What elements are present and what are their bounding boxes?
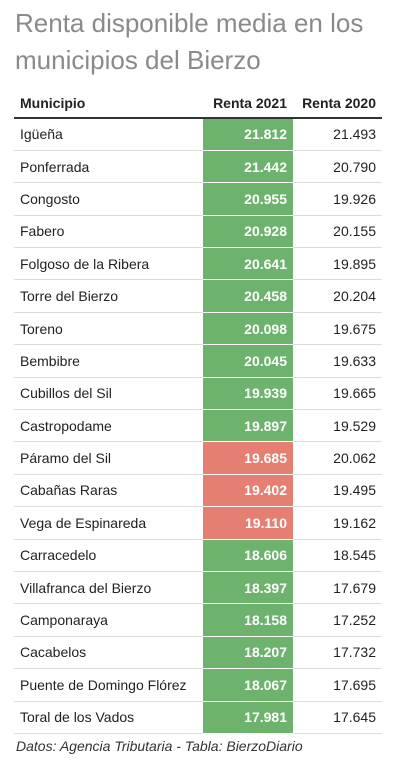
table-row: Puente de Domingo Flórez 18.067 17.695 [14,668,382,702]
cell-renta-2021: 20.928 [203,215,293,249]
table-row: Congosto 20.955 19.926 [14,182,382,216]
cell-renta-2020: 17.695 [293,668,382,702]
source-note: Datos: Agencia Tributaria - Tabla: Bierz… [16,738,303,754]
cell-municipio: Toreno [14,312,203,346]
cell-renta-2021: 20.045 [203,344,293,378]
table-row: Vega de Espinareda 19.110 19.162 [14,506,382,540]
table-header-row: Municipio Renta 2021 Renta 2020 [14,88,382,119]
cell-municipio: Castropodame [14,409,203,443]
cell-renta-2021: 19.402 [203,474,293,508]
cell-renta-2020: 19.162 [293,506,382,540]
cell-renta-2020: 19.665 [293,377,382,411]
cell-renta-2021: 20.955 [203,182,293,216]
cell-municipio: Vega de Espinareda [14,506,203,540]
cell-renta-2020: 20.155 [293,215,382,249]
cell-municipio: Villafranca del Bierzo [14,571,203,605]
table-row: Castropodame 19.897 19.529 [14,409,382,443]
cell-renta-2020: 17.252 [293,603,382,637]
cell-municipio: Toral de los Vados [14,701,203,734]
column-header-renta-2020: Renta 2020 [293,88,382,119]
cell-renta-2021: 18.606 [203,539,293,572]
income-table: Municipio Renta 2021 Renta 2020 Igüeña 21… [14,88,382,734]
cell-municipio: Torre del Bierzo [14,279,203,313]
column-header-renta-2021: Renta 2021 [203,88,293,119]
table-row: Folgoso de la Ribera 20.641 19.895 [14,247,382,281]
table-row: Bembibre 20.045 19.633 [14,344,382,378]
table-row: Carracedelo 18.606 18.545 [14,539,382,572]
table-row: Camponaraya 18.158 17.252 [14,603,382,637]
cell-municipio: Cabañas Raras [14,474,203,508]
cell-renta-2021: 20.641 [203,247,293,281]
cell-municipio: Páramo del Sil [14,441,203,475]
cell-renta-2020: 20.790 [293,150,382,184]
table-row: Villafranca del Bierzo 18.397 17.679 [14,571,382,605]
table-row: Páramo del Sil 19.685 20.062 [14,441,382,475]
table-row: Toral de los Vados 17.981 17.645 [14,701,382,734]
cell-renta-2021: 21.442 [203,150,293,184]
cell-renta-2020: 20.204 [293,279,382,313]
cell-renta-2021: 18.158 [203,603,293,637]
cell-renta-2020: 20.062 [293,441,382,475]
table-row: Cubillos del Sil 19.939 19.665 [14,377,382,411]
table-row: Toreno 20.098 19.675 [14,312,382,346]
cell-renta-2021: 18.067 [203,668,293,702]
cell-renta-2021: 18.207 [203,636,293,670]
cell-renta-2021: 17.981 [203,701,293,734]
cell-renta-2021: 20.098 [203,312,293,346]
cell-renta-2021: 19.897 [203,409,293,443]
cell-renta-2021: 19.685 [203,441,293,475]
cell-renta-2020: 21.493 [293,118,382,151]
table-row: Igüeña 21.812 21.493 [14,118,382,151]
cell-municipio: Puente de Domingo Flórez [14,668,203,702]
cell-municipio: Camponaraya [14,603,203,637]
cell-municipio: Ponferrada [14,150,203,184]
cell-renta-2020: 17.645 [293,701,382,734]
cell-municipio: Bembibre [14,344,203,378]
table-row: Ponferrada 21.442 20.790 [14,150,382,184]
cell-municipio: Congosto [14,182,203,216]
table-row: Cacabelos 18.207 17.732 [14,636,382,670]
cell-renta-2021: 19.110 [203,506,293,540]
cell-renta-2020: 17.732 [293,636,382,670]
cell-renta-2020: 19.633 [293,344,382,378]
cell-renta-2020: 19.529 [293,409,382,443]
cell-renta-2020: 17.679 [293,571,382,605]
table-row: Fabero 20.928 20.155 [14,215,382,249]
cell-renta-2021: 21.812 [203,118,293,151]
table-row: Torre del Bierzo 20.458 20.204 [14,279,382,313]
cell-municipio: Cacabelos [14,636,203,670]
cell-municipio: Folgoso de la Ribera [14,247,203,281]
chart-title: Renta disponible media en los municipios… [15,8,364,75]
table-body: Igüeña 21.812 21.493 Ponferrada 21.442 20.790… [14,118,382,734]
cell-municipio: Cubillos del Sil [14,377,203,411]
cell-renta-2021: 20.458 [203,279,293,313]
cell-renta-2021: 19.939 [203,377,293,411]
cell-renta-2020: 19.895 [293,247,382,281]
cell-municipio: Igüeña [14,118,203,151]
cell-municipio: Fabero [14,215,203,249]
cell-municipio: Carracedelo [14,539,203,572]
cell-renta-2020: 18.545 [293,539,382,572]
cell-renta-2021: 18.397 [203,571,293,605]
cell-renta-2020: 19.926 [293,182,382,216]
cell-renta-2020: 19.495 [293,474,382,508]
table-row: Cabañas Raras 19.402 19.495 [14,474,382,508]
cell-renta-2020: 19.675 [293,312,382,346]
column-header-municipio: Municipio [14,88,203,119]
